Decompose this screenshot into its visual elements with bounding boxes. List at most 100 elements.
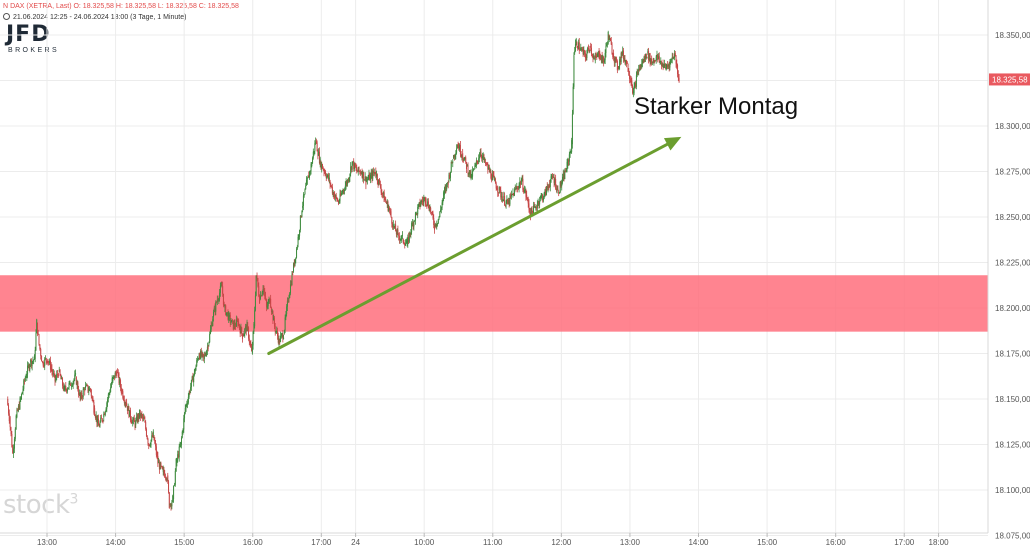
candle-body xyxy=(231,319,233,323)
candle-body xyxy=(9,417,11,428)
candle-body xyxy=(246,321,248,332)
candle-body xyxy=(48,362,50,364)
annotation-starker-montag: Starker Montag xyxy=(634,93,798,120)
candle-body xyxy=(553,176,555,183)
candle-body xyxy=(573,55,575,87)
y-tick-label: 18.200,00 xyxy=(995,304,1030,313)
candle-body xyxy=(486,163,488,165)
candle-body xyxy=(428,207,430,211)
candle-body xyxy=(158,462,160,464)
candle-body xyxy=(648,51,650,61)
candle-body xyxy=(353,163,355,169)
candle-body xyxy=(379,184,381,188)
candle-body xyxy=(58,369,60,372)
candle-body xyxy=(424,197,426,200)
candle-body xyxy=(200,351,202,357)
candle-body xyxy=(481,155,483,159)
candle-body xyxy=(190,379,192,388)
candle-body xyxy=(364,176,366,180)
candle-body xyxy=(582,49,584,54)
candle-body xyxy=(462,153,464,159)
candle-body xyxy=(414,220,416,222)
candle-body xyxy=(517,188,519,190)
candle-body xyxy=(52,373,54,375)
candle-body xyxy=(547,186,549,188)
candle-body xyxy=(75,377,77,385)
candle-body xyxy=(597,51,599,54)
candle-body xyxy=(590,47,592,54)
candle-body xyxy=(289,284,291,294)
candle-body xyxy=(237,320,239,326)
candle-body xyxy=(433,218,435,226)
candle-body xyxy=(118,373,120,384)
candle-body xyxy=(532,211,534,215)
candle-body xyxy=(229,314,231,323)
candle-body xyxy=(520,181,522,185)
candle-body xyxy=(493,174,495,178)
candle-body xyxy=(189,391,191,393)
candle-body xyxy=(325,175,327,179)
candle-body xyxy=(658,56,660,59)
candle-body xyxy=(522,178,524,190)
candle-body xyxy=(558,192,560,194)
candle-body xyxy=(372,170,374,179)
candle-body xyxy=(548,186,550,188)
candle-body xyxy=(475,160,477,167)
candle-body xyxy=(127,406,129,411)
candle-body xyxy=(39,344,41,350)
candle-body xyxy=(338,201,340,203)
candle-body xyxy=(610,38,612,41)
watermark-superscript: 3 xyxy=(69,491,79,508)
candle-body xyxy=(204,354,206,356)
candle-body xyxy=(269,298,271,303)
candle-body xyxy=(81,392,83,397)
candle-body xyxy=(89,388,91,391)
candle-body xyxy=(319,158,321,164)
candle-body xyxy=(136,416,138,422)
candle-body xyxy=(404,243,406,246)
x-tick-label: 13:00 xyxy=(37,538,58,547)
candle-body xyxy=(180,442,182,446)
candle-body xyxy=(603,56,605,63)
candle-body xyxy=(366,179,368,181)
candle-body xyxy=(555,179,557,189)
candle-body xyxy=(641,63,643,67)
candle-body xyxy=(578,42,579,50)
candle-body xyxy=(612,54,614,58)
candle-body xyxy=(377,181,379,185)
candle-body xyxy=(129,410,131,417)
candle-body xyxy=(283,330,285,334)
candle-body xyxy=(209,333,211,343)
candle-body xyxy=(518,184,520,189)
candle-body xyxy=(559,181,561,193)
candle-body xyxy=(296,246,298,249)
candle-body xyxy=(546,186,548,188)
candle-body xyxy=(228,312,230,320)
candle-body xyxy=(645,54,647,59)
candle-body xyxy=(332,192,334,194)
candle-body xyxy=(167,475,169,482)
candle-body xyxy=(375,171,377,177)
instrument-ohlc: DAX (XETRA, Last) O: 18.325,58 H: 18.325… xyxy=(10,3,239,10)
candle-body xyxy=(590,45,592,48)
candle-body xyxy=(440,209,442,212)
watermark-text: stock xyxy=(3,490,70,520)
logo-sub-text: BROKERS xyxy=(8,47,60,54)
candle-body xyxy=(132,420,134,424)
candle-body xyxy=(8,405,10,414)
candle-body xyxy=(488,167,490,173)
candle-body xyxy=(602,56,604,63)
x-tick-label: 17:00 xyxy=(894,538,915,547)
candle-body xyxy=(183,418,185,430)
candle-body xyxy=(179,445,181,447)
candle-body xyxy=(448,174,450,181)
candle-body xyxy=(152,431,154,437)
candle-body xyxy=(446,182,448,184)
candle-body xyxy=(194,370,196,372)
candle-body xyxy=(443,190,445,196)
candle-body xyxy=(640,64,642,67)
candle-body xyxy=(649,53,651,64)
candle-body xyxy=(378,179,380,185)
candle-body xyxy=(507,199,509,204)
